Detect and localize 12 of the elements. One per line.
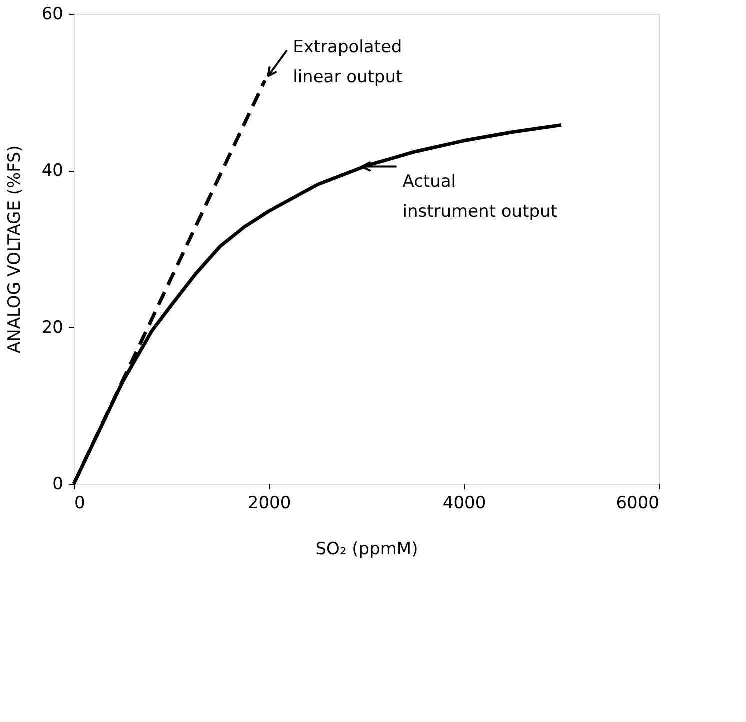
y-tick-label: 20 xyxy=(42,318,64,338)
y-tick-label: 60 xyxy=(42,4,64,24)
y-tick-label: 0 xyxy=(52,474,64,494)
x-tick-label: 4000 xyxy=(442,494,486,514)
x-axis-title: SO₂ (ppmM) xyxy=(316,540,418,560)
y-axis-title: ANALOG VOLTAGE (%FS) xyxy=(4,145,25,354)
x-tick-label: 0 xyxy=(74,494,86,514)
y-tick-label: 40 xyxy=(42,161,64,182)
x-tick-label: 6000 xyxy=(616,494,660,514)
x-tick-label: 2000 xyxy=(248,494,292,514)
annotation: Extrapolated linear output xyxy=(293,38,403,88)
annotation: Actual instrument output xyxy=(402,172,558,222)
